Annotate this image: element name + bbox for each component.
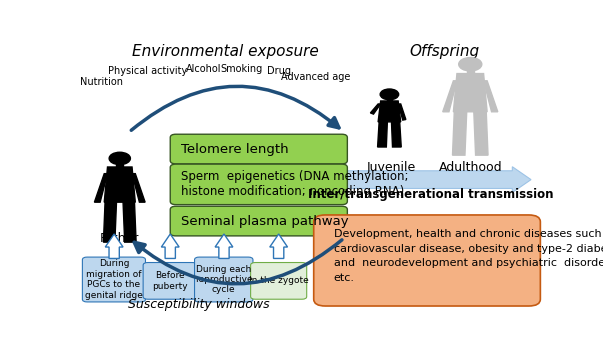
FancyBboxPatch shape [83,257,145,302]
Circle shape [459,58,482,71]
Polygon shape [104,202,116,242]
Text: Before
puberty: Before puberty [152,271,188,291]
Text: During
migration of
PGCs to the
genital ridge: During migration of PGCs to the genital … [85,259,143,300]
FancyBboxPatch shape [170,134,347,164]
Polygon shape [270,234,288,258]
Text: During each
reproductive
cycle: During each reproductive cycle [195,265,253,294]
Text: Father: Father [100,232,139,245]
Text: Drug: Drug [267,66,291,76]
FancyBboxPatch shape [170,164,347,205]
Text: Environmental exposure: Environmental exposure [131,44,318,59]
FancyArrowPatch shape [134,240,342,284]
Polygon shape [132,174,145,202]
Polygon shape [106,234,123,258]
Bar [467,68,474,73]
Polygon shape [452,112,467,155]
Polygon shape [474,112,488,155]
FancyBboxPatch shape [143,263,197,299]
Polygon shape [95,174,107,202]
FancyArrowPatch shape [131,86,339,130]
Text: In the zygote: In the zygote [249,276,309,285]
Polygon shape [104,167,135,202]
Polygon shape [443,81,457,112]
Polygon shape [453,73,487,112]
Text: Physical activity: Physical activity [108,66,188,76]
Bar [387,98,392,101]
Polygon shape [391,122,401,147]
Polygon shape [326,167,531,192]
Circle shape [109,152,130,164]
Text: Susceptibility windows: Susceptibility windows [128,298,270,311]
Polygon shape [370,104,380,114]
Bar [116,162,123,167]
Text: Smoking: Smoking [220,64,262,74]
Circle shape [380,89,399,100]
FancyBboxPatch shape [195,257,253,302]
Text: Offspring: Offspring [409,44,479,59]
Polygon shape [398,104,406,120]
Text: Telomere length: Telomere length [182,143,289,156]
Text: Inter/transgenerational transmission: Inter/transgenerational transmission [308,188,554,201]
Polygon shape [215,234,233,258]
Text: Nutrition: Nutrition [80,77,122,87]
Polygon shape [484,81,498,112]
Text: Advanced age: Advanced age [282,72,351,82]
Text: Sperm  epigenetics (DNA methylation;
histone modification; noncoding RNA): Sperm epigenetics (DNA methylation; hist… [182,170,409,198]
Polygon shape [162,234,179,258]
Text: Juvenile: Juvenile [366,161,415,174]
FancyBboxPatch shape [251,263,307,299]
Text: Adulthood: Adulthood [438,161,502,174]
Polygon shape [377,122,387,147]
Polygon shape [123,202,136,242]
Text: Alcohol: Alcohol [186,64,222,74]
Text: Development, health and chronic diseases such as
cardiovascular disease, obesity: Development, health and chronic diseases… [334,229,603,282]
FancyBboxPatch shape [314,215,540,306]
FancyBboxPatch shape [170,206,347,236]
Polygon shape [378,101,401,122]
Text: Seminal plasma pathway: Seminal plasma pathway [182,215,349,228]
